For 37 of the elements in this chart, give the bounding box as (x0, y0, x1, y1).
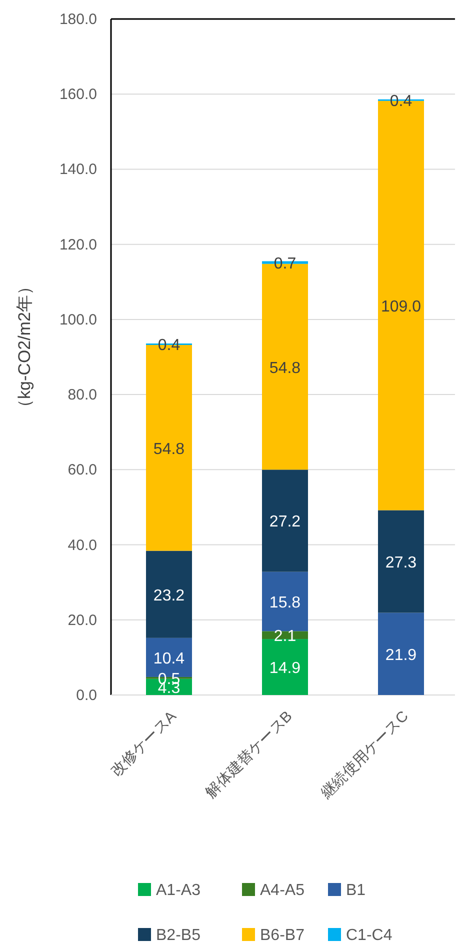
data-label: 54.8 (269, 360, 301, 377)
data-label: 23.2 (153, 587, 185, 604)
legend-label: B1 (346, 882, 366, 899)
bar (146, 550, 192, 638)
y-tick-label: 100.0 (59, 311, 97, 328)
legend-label: A1-A3 (156, 882, 201, 899)
y-tick-label: 0.0 (76, 687, 97, 704)
legend-label: B6-B7 (260, 927, 305, 944)
data-label: 10.4 (153, 650, 185, 668)
data-label: 54.8 (153, 440, 185, 458)
y-tick-label: 20.0 (68, 612, 97, 629)
data-label: 109.0 (380, 298, 422, 316)
y-tick-label: 140.0 (59, 161, 97, 178)
y-tick-label: 180.0 (59, 11, 97, 28)
legend-label: B2-B5 (156, 927, 201, 944)
x-tick-label: 改修ケースA (108, 708, 180, 780)
y-tick-label: 60.0 (68, 462, 97, 479)
y-axis-title: （kg-CO2/m2年） (15, 278, 34, 416)
data-label: 21.9 (385, 646, 417, 664)
y-tick-label: 80.0 (68, 386, 97, 404)
data-label: 15.8 (269, 594, 301, 612)
x-tick-label: 継続使用ケースC (317, 708, 412, 802)
bar (262, 639, 308, 695)
data-label: 27.2 (269, 514, 301, 531)
bar (378, 612, 424, 695)
x-tick-label: 解体建替ケースB (202, 708, 296, 802)
legend-label: A4-A5 (260, 882, 305, 899)
bar (262, 572, 308, 632)
y-tick-label: 160.0 (59, 86, 97, 104)
y-tick-label: 40.0 (68, 536, 97, 554)
legend-label: C1-C4 (346, 927, 392, 944)
data-label: 27.3 (385, 554, 417, 572)
data-label: 2.1 (274, 628, 296, 646)
bar (378, 510, 424, 613)
data-label: 14.9 (269, 660, 301, 678)
bar (262, 470, 308, 572)
y-tick-label: 120.0 (59, 236, 97, 254)
